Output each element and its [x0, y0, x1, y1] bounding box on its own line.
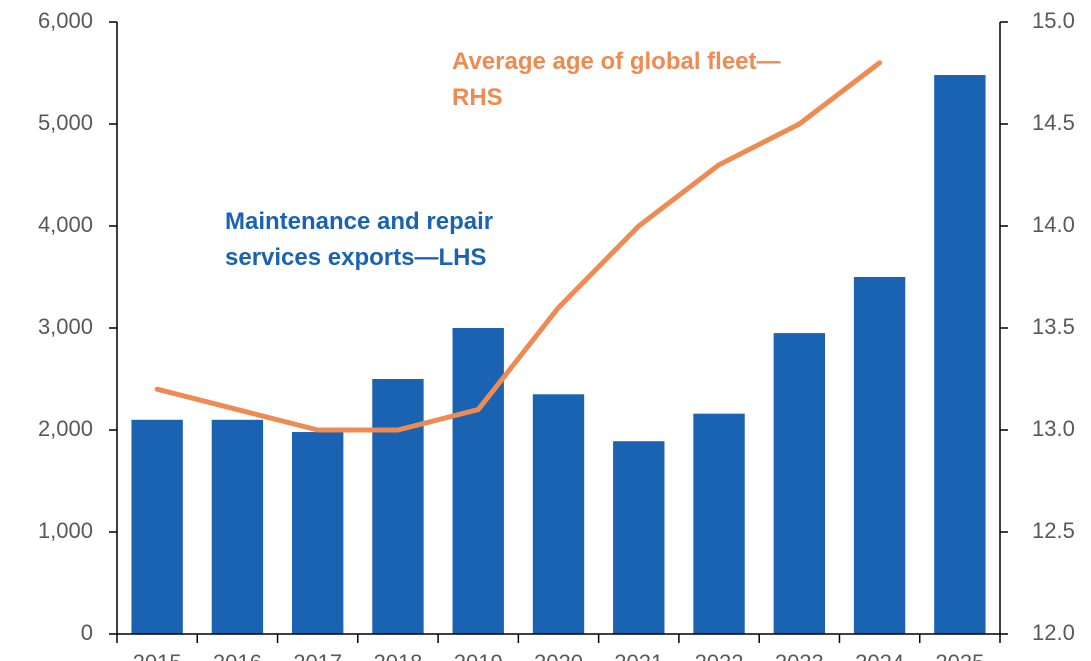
y2-tick-label: 15.0	[1032, 8, 1075, 33]
x-tick-label: 2017	[293, 650, 342, 661]
bar	[211, 419, 264, 634]
x-tick-label: 2025	[935, 650, 984, 661]
x-tick-label: 2022	[695, 650, 744, 661]
line	[154, 60, 883, 433]
x-tick-label: 2015	[133, 650, 182, 661]
bar	[934, 75, 986, 635]
y2-tick-label: 13.5	[1032, 314, 1075, 339]
y-tick-label: 1,000	[38, 518, 93, 543]
y-tick-label: 3,000	[38, 314, 93, 339]
bar	[372, 379, 424, 634]
bar	[613, 441, 665, 634]
x-tick-label: 2020	[534, 650, 583, 661]
x-tick-label: 2021	[614, 650, 663, 661]
y-tick-label: 0	[81, 620, 93, 645]
bar	[532, 394, 585, 634]
bar-series-label: Maintenance and repair services exports—…	[225, 208, 494, 271]
y2-tick-label: 12.0	[1032, 620, 1075, 645]
bar	[773, 333, 826, 634]
y-tick-label: 2,000	[38, 416, 93, 441]
x-tick-label: 2024	[855, 650, 904, 661]
x-tick-label: 2016	[213, 650, 262, 661]
x-tick-label: 2023	[775, 650, 824, 661]
bar	[693, 413, 745, 634]
bar	[291, 432, 344, 634]
y2-tick-label: 14.0	[1032, 212, 1075, 237]
y2-tick-label: 13.0	[1032, 416, 1075, 441]
y2-tick-label: 14.5	[1032, 110, 1075, 135]
y2-tick-label: 12.5	[1032, 518, 1075, 543]
y-tick-label: 4,000	[38, 212, 93, 237]
y-tick-label: 5,000	[38, 110, 93, 135]
bar	[131, 419, 183, 634]
bar	[853, 277, 906, 634]
x-tick-label: 2019	[454, 650, 503, 661]
line-series-label: Average age of global fleet—RHS	[452, 48, 781, 111]
y-tick-label: 6,000	[38, 8, 93, 33]
bar	[452, 328, 504, 634]
x-tick-label: 2018	[373, 650, 422, 661]
